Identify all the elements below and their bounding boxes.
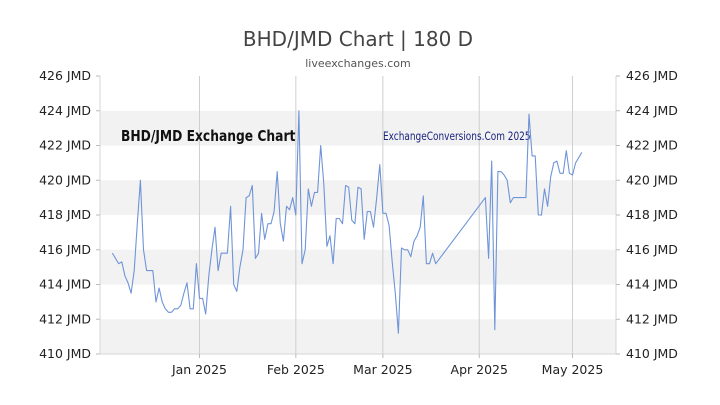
y-tick-label-left: 422 JMD [39, 138, 91, 153]
y-tick-label-right: 420 JMD [626, 172, 678, 187]
y-tick-label-left: 420 JMD [39, 172, 91, 187]
series-group [111, 110, 583, 334]
watermark-right: ExchangeConversions.Com 2025 [383, 130, 531, 143]
y-tick-label-left: 416 JMD [39, 242, 91, 257]
y-tick-label-left: 414 JMD [39, 277, 91, 292]
y-tick-label-left: 426 JMD [39, 68, 91, 83]
y-tick-label-right: 410 JMD [626, 346, 678, 361]
x-tick-label: Mar 2025 [353, 362, 412, 377]
y-axis-left: 410 JMD 412 JMD 414 JMD 416 JMD 418 JMD 420 J… [39, 68, 100, 361]
y-tick-label-left: 418 JMD [39, 207, 91, 222]
plot-band [100, 249, 616, 285]
x-tick-label: May 2025 [542, 362, 604, 377]
chart-subtitle: liveexchanges.com [305, 57, 410, 70]
y-axis-right: 410 JMD 412 JMD 414 JMD 416 JMD 418 JMD 420 J… [616, 68, 678, 361]
plot-bands [100, 110, 616, 354]
y-tick-label-right: 422 JMD [626, 138, 678, 153]
y-tick-label-right: 424 JMD [626, 103, 678, 118]
y-tick-label-right: 418 JMD [626, 207, 678, 222]
y-tick-label-right: 414 JMD [626, 277, 678, 292]
chart-title: BHD/JMD Chart | 180 D [243, 27, 473, 51]
plot-band [100, 319, 616, 354]
series-line [111, 110, 583, 334]
y-tick-label-left: 412 JMD [39, 311, 91, 326]
y-tick-label-left: 424 JMD [39, 103, 91, 118]
y-tick-label-right: 416 JMD [626, 242, 678, 257]
y-tick-label-left: 410 JMD [39, 346, 91, 361]
y-tick-label-right: 426 JMD [626, 68, 678, 83]
x-axis: Jan 2025 Feb 2025 Mar 2025 Apr 2025 May 2025 [171, 354, 603, 377]
x-tick-label: Apr 2025 [451, 362, 508, 377]
x-tick-label: Feb 2025 [267, 362, 325, 377]
watermark-left: BHD/JMD Exchange Chart [121, 128, 296, 145]
y-tick-label-right: 412 JMD [626, 311, 678, 326]
plot-band [100, 180, 616, 215]
x-tick-label: Jan 2025 [171, 362, 227, 377]
